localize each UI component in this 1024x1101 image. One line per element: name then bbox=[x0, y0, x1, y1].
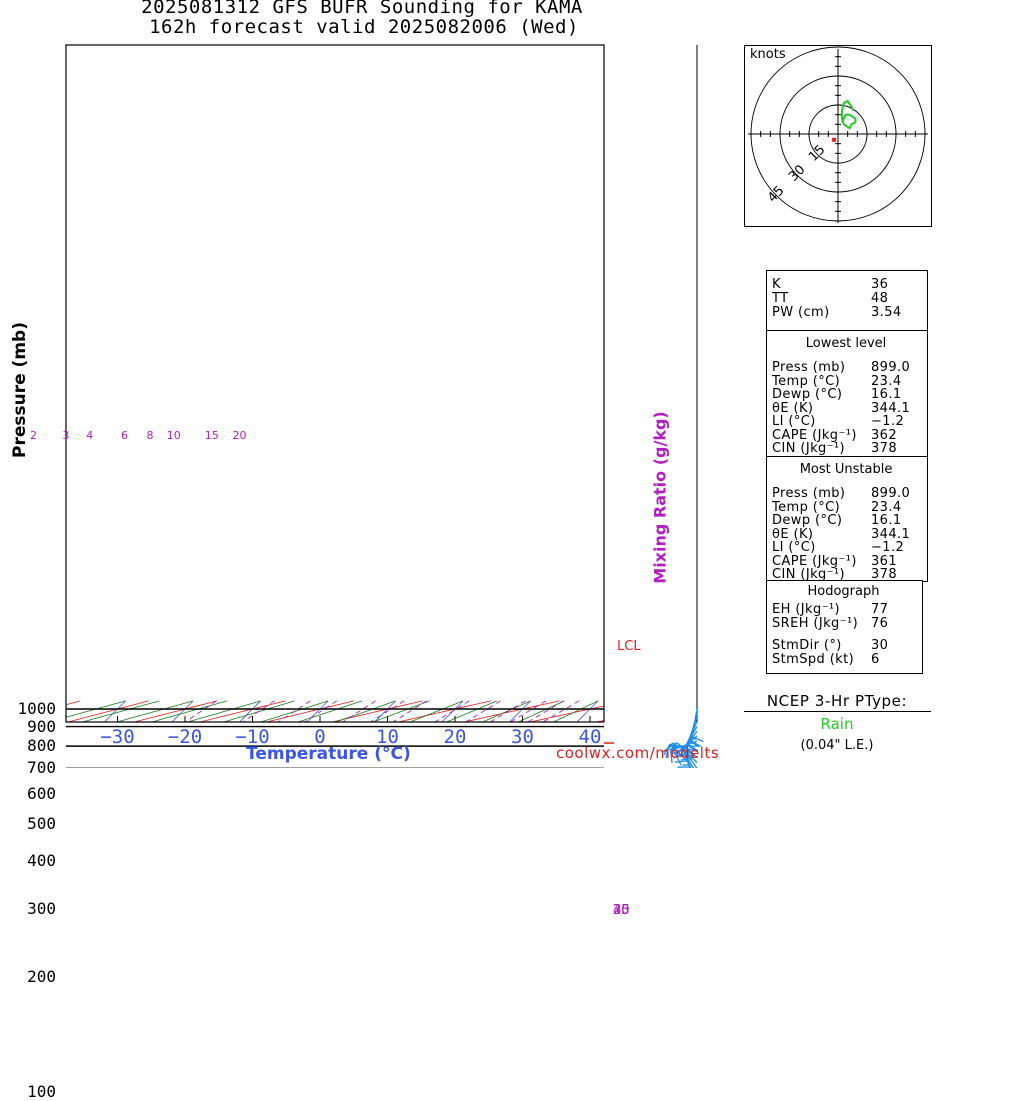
mixing-ratio-side-label: 40 bbox=[613, 903, 630, 918]
y-axis-label: Pressure (mb) bbox=[10, 322, 30, 458]
lcl-label: LCL bbox=[617, 639, 641, 654]
mixing-ratio-top-label: 6 bbox=[121, 429, 128, 442]
stats-section-header: Lowest level bbox=[766, 336, 926, 351]
mixing-ratio-top-label: 20 bbox=[233, 429, 247, 442]
y-tick-label: 200 bbox=[6, 967, 56, 986]
stat-value: 77 bbox=[871, 602, 888, 617]
stat-value: 378 bbox=[871, 567, 897, 582]
plot-frame bbox=[66, 45, 604, 722]
y-tick-label: 500 bbox=[6, 814, 56, 833]
stat-value: 48 bbox=[871, 291, 888, 306]
ptype-value: Rain bbox=[746, 715, 928, 733]
stat-value: 3.54 bbox=[871, 305, 902, 320]
stat-label: TT bbox=[772, 291, 788, 306]
ptype-label: NCEP 3-Hr PType: bbox=[746, 692, 928, 710]
x-tick-label: −30 bbox=[92, 726, 144, 748]
stats-divider-1 bbox=[766, 330, 927, 331]
ptype-underline bbox=[744, 711, 931, 712]
mixing-ratio-top-label: 10 bbox=[167, 429, 181, 442]
mixing-ratio-axis-label: Mixing Ratio (g/kg) bbox=[651, 411, 670, 583]
storm-motion-marker bbox=[832, 138, 836, 142]
x-tick-label: 20 bbox=[429, 726, 481, 748]
stats-section-header: Hodograph bbox=[766, 584, 921, 599]
x-tick-label: −20 bbox=[159, 726, 211, 748]
mixing-ratio-top-label: 8 bbox=[146, 429, 153, 442]
ptype-amount: (0.04" L.E.) bbox=[746, 738, 928, 753]
wind-barb-column bbox=[664, 45, 730, 768]
stat-value: 36 bbox=[871, 277, 888, 292]
hodograph-units-label: knots bbox=[750, 47, 786, 62]
y-tick-label: 800 bbox=[6, 736, 56, 755]
stat-label: CIN (Jkg⁻¹) bbox=[772, 441, 845, 456]
stat-value: 30 bbox=[871, 638, 888, 653]
mixing-ratio-top-label: 15 bbox=[205, 429, 219, 442]
stat-label: StmDir (°) bbox=[772, 638, 842, 653]
stat-label: PW (cm) bbox=[772, 305, 830, 320]
stat-value: 6 bbox=[871, 652, 880, 667]
wind-barb-half-flag bbox=[683, 765, 689, 766]
y-tick-label: 400 bbox=[6, 851, 56, 870]
x-tick-label: 30 bbox=[497, 726, 549, 748]
mixing-ratio-top-label: 4 bbox=[86, 429, 93, 442]
x-axis-label: Temperature (°C) bbox=[246, 744, 411, 764]
y-tick-label: 1000 bbox=[6, 699, 56, 718]
stat-value: 76 bbox=[871, 616, 888, 631]
stat-label: SREH (Jkg⁻¹) bbox=[772, 616, 858, 631]
stat-label: CIN (Jkg⁻¹) bbox=[772, 567, 845, 582]
y-tick-label: 100 bbox=[6, 1082, 56, 1101]
stat-label: StmSpd (kt) bbox=[772, 652, 854, 667]
stats-section-header: Most Unstable bbox=[766, 462, 926, 477]
stat-label: EH (Jkg⁻¹) bbox=[772, 602, 840, 617]
stats-divider-2 bbox=[766, 456, 927, 457]
credit-text: coolwx.com/modelts bbox=[556, 744, 719, 762]
y-tick-label: 900 bbox=[6, 717, 56, 736]
y-tick-label: 300 bbox=[6, 899, 56, 918]
stat-label: K bbox=[772, 277, 781, 292]
stat-value: 378 bbox=[871, 441, 897, 456]
y-tick-label: 600 bbox=[6, 784, 56, 803]
mixing-ratio-top-label: 3 bbox=[62, 429, 69, 442]
mixing-ratio-top-label: 2 bbox=[30, 429, 37, 442]
